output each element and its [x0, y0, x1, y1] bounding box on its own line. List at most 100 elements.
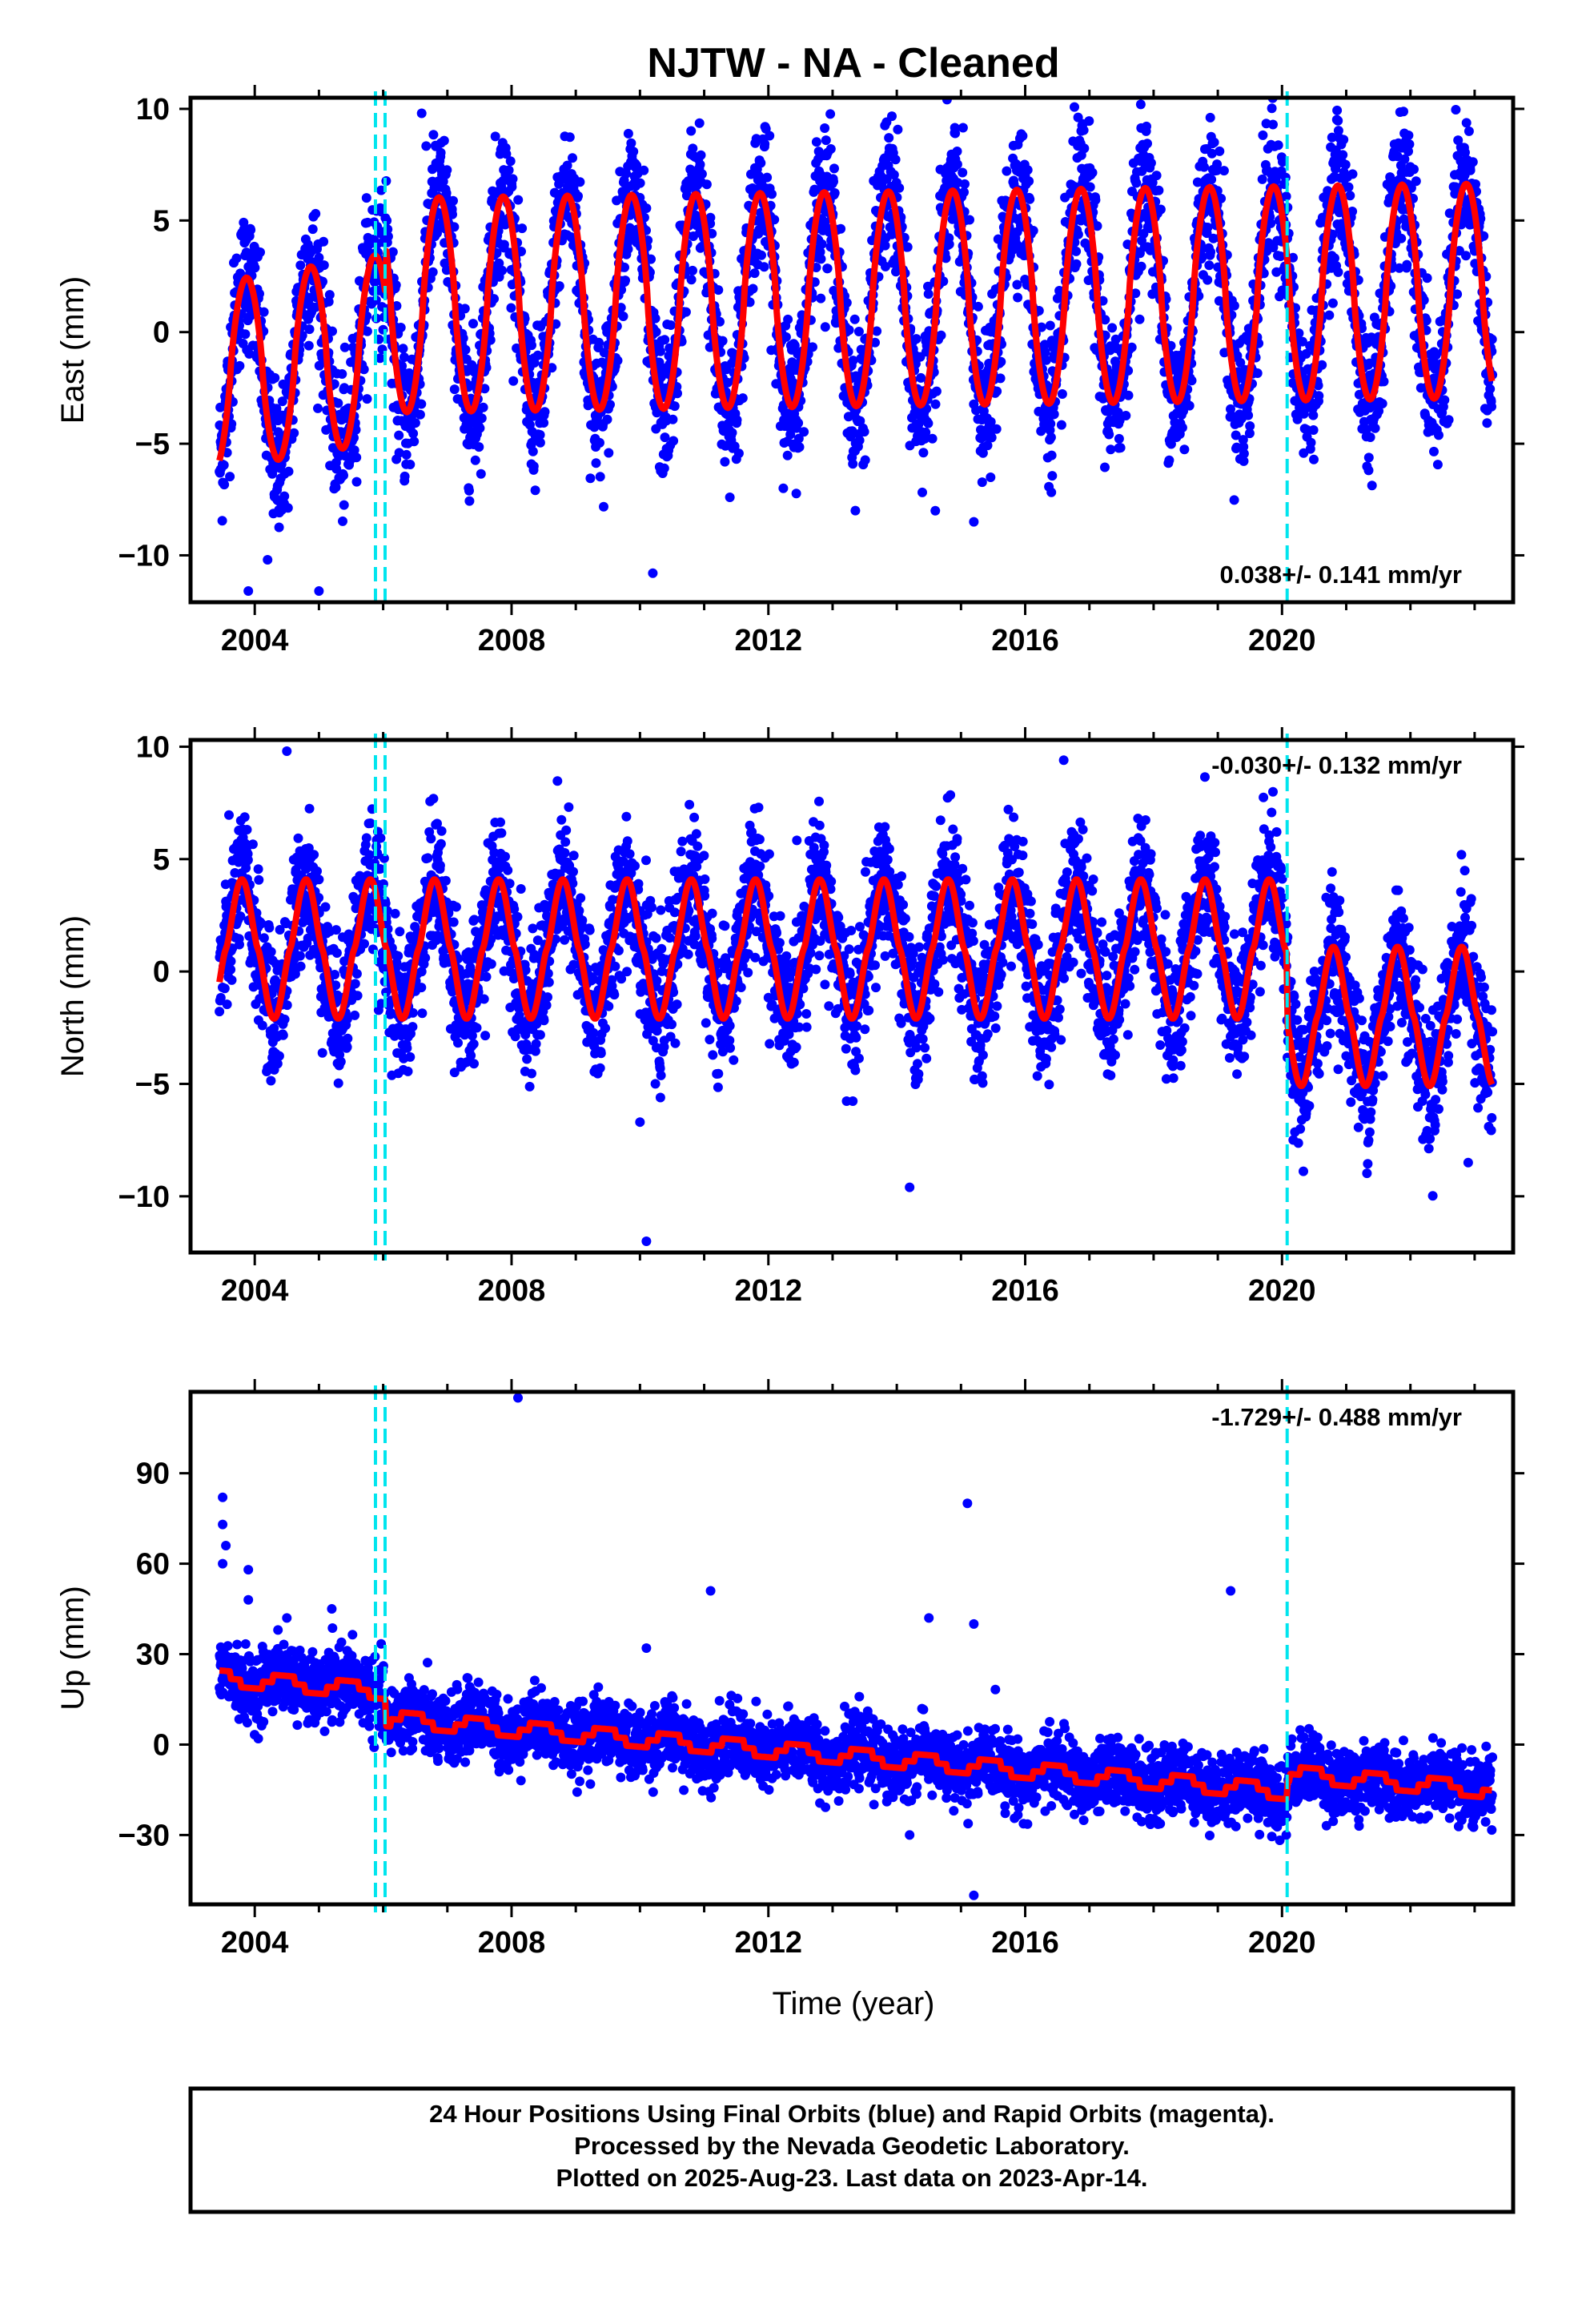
east-point [375, 353, 385, 364]
east-point [808, 342, 817, 352]
east-point [748, 283, 758, 294]
east-ytick-label: 0 [153, 316, 170, 350]
east-point [1327, 298, 1338, 308]
north-plot-area [215, 746, 1498, 1246]
east-point [1403, 131, 1414, 140]
east-point [460, 304, 470, 314]
east-ytick-label: −10 [118, 539, 170, 573]
east-point [1229, 300, 1239, 311]
north-point [320, 902, 331, 912]
east-point [1209, 137, 1219, 147]
east-point [893, 124, 903, 135]
east-point [401, 449, 412, 460]
east-point [705, 212, 716, 223]
east-point [820, 123, 830, 133]
east-point [274, 522, 284, 533]
east-point [681, 307, 691, 317]
east-point [497, 265, 508, 275]
east-point [958, 123, 968, 133]
north-point [239, 812, 250, 822]
east-point [304, 324, 315, 335]
east-point [950, 128, 961, 139]
east-point [259, 307, 269, 317]
east-point [460, 344, 471, 355]
east-outlier-point [263, 555, 273, 565]
east-point [327, 326, 337, 336]
east-point [1049, 409, 1059, 420]
east-point [859, 427, 869, 437]
east-point [362, 326, 372, 336]
east-point [881, 174, 892, 184]
east-point [1206, 247, 1216, 257]
east-point [844, 325, 854, 336]
east-point [394, 448, 404, 458]
east-point [715, 316, 725, 327]
east-point [1443, 415, 1454, 425]
north-point [235, 939, 244, 950]
east-point [759, 262, 769, 272]
east-point [1164, 455, 1174, 465]
east-point [324, 290, 335, 300]
east-point [918, 448, 929, 458]
east-point [1429, 446, 1439, 456]
east-point [986, 432, 997, 443]
east-point [829, 176, 838, 187]
east-point [1461, 251, 1471, 261]
east-point [351, 424, 361, 435]
east-xtick-label: 2004 [221, 624, 289, 657]
east-point [707, 228, 717, 239]
east-point [1468, 157, 1478, 167]
east-point [1090, 195, 1101, 205]
east-point [782, 450, 793, 460]
east-point [756, 158, 766, 168]
east-outlier-point [243, 586, 254, 597]
east-point [881, 261, 890, 271]
east-point [1245, 421, 1255, 431]
east-point [1134, 314, 1145, 324]
east-point [441, 188, 452, 199]
east-point [1333, 115, 1343, 126]
east-final-orbit-points [215, 98, 1498, 597]
east-point [793, 433, 804, 444]
east-point [387, 247, 398, 257]
east-point [277, 396, 287, 407]
east-outlier-point [1135, 99, 1146, 110]
east-point [1219, 166, 1229, 176]
east-point [646, 254, 656, 264]
east-point [1018, 131, 1028, 141]
east-point [1273, 140, 1283, 151]
north-point [224, 810, 234, 820]
north-point [312, 866, 322, 876]
east-point [1142, 121, 1151, 131]
east-point [410, 418, 420, 428]
east-outlier-point [648, 568, 658, 578]
east-point [400, 471, 410, 481]
east-point [1324, 310, 1335, 320]
east-point [547, 363, 557, 373]
east-point [628, 147, 639, 157]
east-outlier-point [969, 517, 979, 527]
east-point [1073, 229, 1083, 239]
north-point [247, 839, 258, 850]
east-point [339, 342, 350, 352]
east-point [1257, 174, 1267, 184]
east-point [1340, 159, 1351, 170]
east-point [916, 372, 926, 383]
east-point [361, 193, 371, 203]
east-point [952, 159, 962, 170]
east-point [1487, 401, 1496, 412]
east-point [391, 280, 401, 290]
east-point [769, 215, 780, 225]
east-point [816, 254, 826, 264]
north-point [226, 956, 236, 967]
east-point [331, 464, 342, 474]
east-point [986, 472, 996, 482]
east-point [416, 399, 427, 409]
east-point [785, 429, 796, 440]
east-point [303, 340, 314, 351]
east-point [449, 222, 460, 232]
east-outlier-point [416, 108, 427, 119]
east-point [789, 340, 800, 351]
east-point [505, 156, 516, 167]
